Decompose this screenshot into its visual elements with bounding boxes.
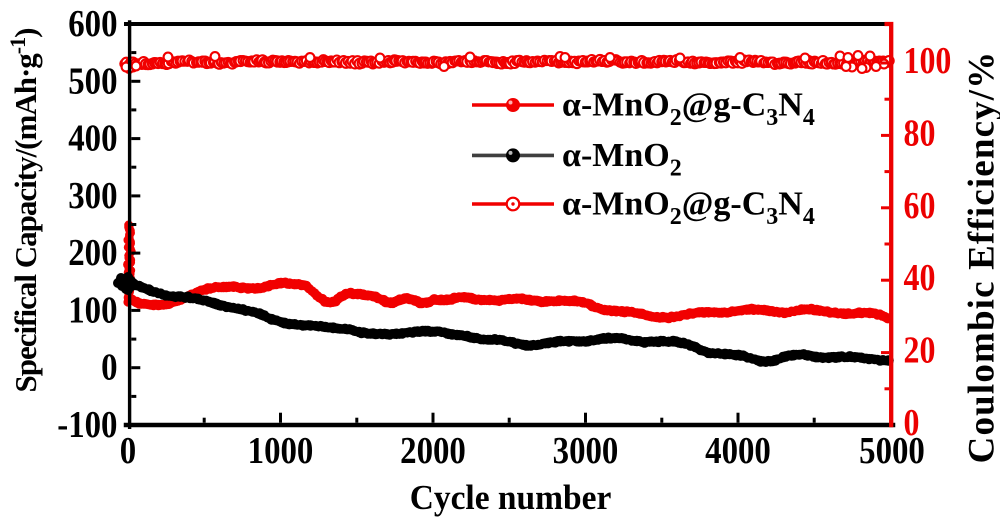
svg-text:Cycle number: Cycle number — [410, 480, 612, 518]
svg-text:Specifical Capacity/(mAh·g-1): Specifical Capacity/(mAh·g-1) — [5, 29, 43, 393]
svg-text:0: 0 — [904, 401, 920, 443]
svg-text:20: 20 — [904, 329, 936, 371]
svg-text:500: 500 — [68, 59, 117, 102]
svg-text:200: 200 — [68, 231, 117, 274]
svg-text:100: 100 — [904, 39, 952, 81]
svg-text:300: 300 — [68, 174, 117, 217]
svg-text:5000: 5000 — [859, 429, 925, 472]
svg-text:0: 0 — [101, 345, 117, 388]
svg-text:80: 80 — [904, 112, 936, 154]
svg-text:1000: 1000 — [248, 429, 314, 472]
svg-text:Coulombic Efficiency/%: Coulombic Efficiency/% — [962, 51, 1000, 464]
svg-text:600: 600 — [68, 2, 117, 45]
svg-text:400: 400 — [68, 116, 117, 159]
svg-text:0: 0 — [120, 429, 136, 472]
svg-text:60: 60 — [904, 184, 936, 226]
svg-text:2000: 2000 — [400, 429, 466, 472]
svg-text:4000: 4000 — [705, 429, 771, 472]
svg-text:3000: 3000 — [553, 429, 619, 472]
svg-text:40: 40 — [904, 257, 936, 299]
svg-text:-100: -100 — [57, 403, 117, 446]
svg-text:100: 100 — [68, 288, 117, 331]
